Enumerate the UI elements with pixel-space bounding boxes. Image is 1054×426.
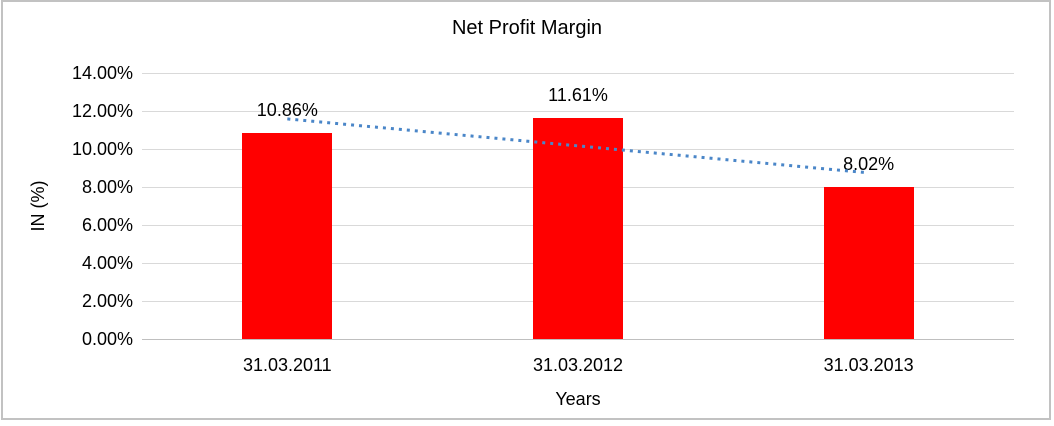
bar-data-label: 11.61% <box>548 85 608 106</box>
y-tick-label: 4.00% <box>81 253 133 273</box>
gridline <box>142 111 1014 112</box>
y-tick-label: 12.00% <box>71 101 133 121</box>
chart-title: Net Profit Margin <box>451 17 603 39</box>
bar <box>533 118 623 339</box>
x-axis-line <box>142 339 1014 340</box>
y-tick-label: 0.00% <box>81 329 133 349</box>
x-category-label: 31.03.2013 <box>823 355 914 375</box>
y-tick-label: 2.00% <box>81 291 133 311</box>
bar <box>242 132 333 339</box>
bar <box>823 186 914 339</box>
bar-data-label: 10.86% <box>256 99 318 120</box>
y-tick-label: 10.00% <box>71 139 133 159</box>
y-tick-label: 6.00% <box>81 215 133 235</box>
x-axis-title: Years <box>555 389 601 409</box>
bar-data-label: 8.02% <box>843 153 895 174</box>
y-axis-title: IN (%) <box>28 180 48 232</box>
y-tick-label: 8.00% <box>81 177 133 197</box>
x-category-label: 31.03.2012 <box>532 355 624 375</box>
y-tick-label: 14.00% <box>71 63 133 83</box>
gridline <box>142 73 1014 74</box>
x-category-label: 31.03.2011 <box>242 355 332 375</box>
